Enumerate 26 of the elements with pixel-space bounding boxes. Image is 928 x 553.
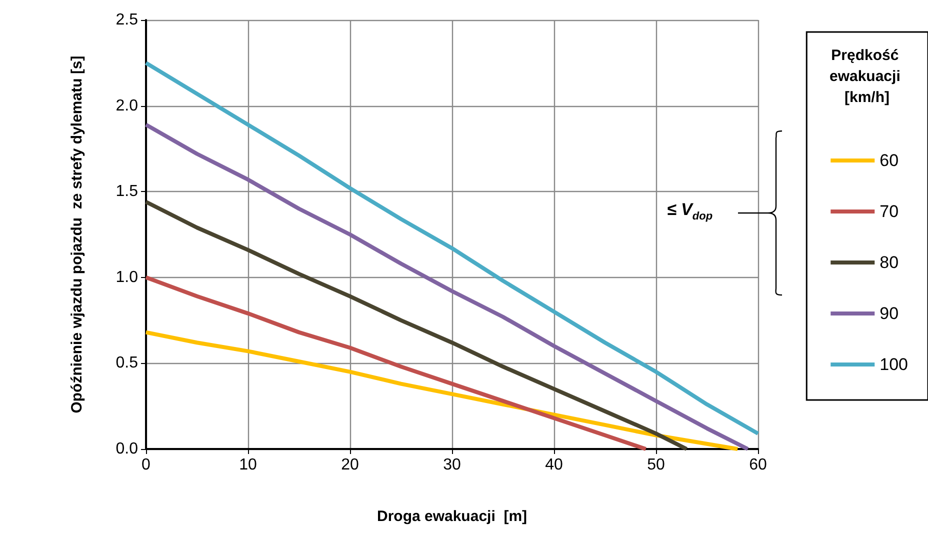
y-tick-label: 1.5: [116, 183, 138, 200]
line-series: [144, 60, 760, 436]
legend-title: Prędkość ewakuacji [km/h]: [829, 47, 905, 106]
annotation: ≤ V$_{dop}$: [667, 200, 713, 222]
legend-label: 90: [880, 304, 899, 323]
x-tick-label: 60: [749, 456, 767, 474]
line-series: [144, 122, 750, 451]
y-tick-label: 2.5: [116, 12, 138, 28]
x-tick-label: 50: [647, 456, 665, 474]
x-axis-title: Droga ewakuacji [m]: [376, 508, 528, 525]
line-series: [144, 275, 648, 451]
x-tick-label: 10: [239, 456, 257, 474]
legend-label: 70: [880, 202, 899, 221]
legend-label: 60: [880, 151, 899, 170]
legend-label: 80: [880, 253, 899, 272]
y-tick-label: 0.0: [116, 440, 138, 458]
y-tick-label: 2.0: [116, 97, 138, 114]
y-tick-label: 0.5: [116, 354, 138, 372]
x-tick-label: 40: [545, 456, 563, 474]
x-tick-label: 30: [443, 456, 461, 474]
x-tick-label: 20: [341, 456, 359, 474]
y-axis-title: Opóźnienie wjazdu pojazdu ze strefy dylematu [s]: [68, 56, 86, 414]
line-series: [144, 330, 740, 451]
y-tick-label: 1.0: [116, 268, 138, 286]
x-tick-label: 0: [142, 456, 151, 474]
legend-label: 100: [880, 355, 908, 374]
